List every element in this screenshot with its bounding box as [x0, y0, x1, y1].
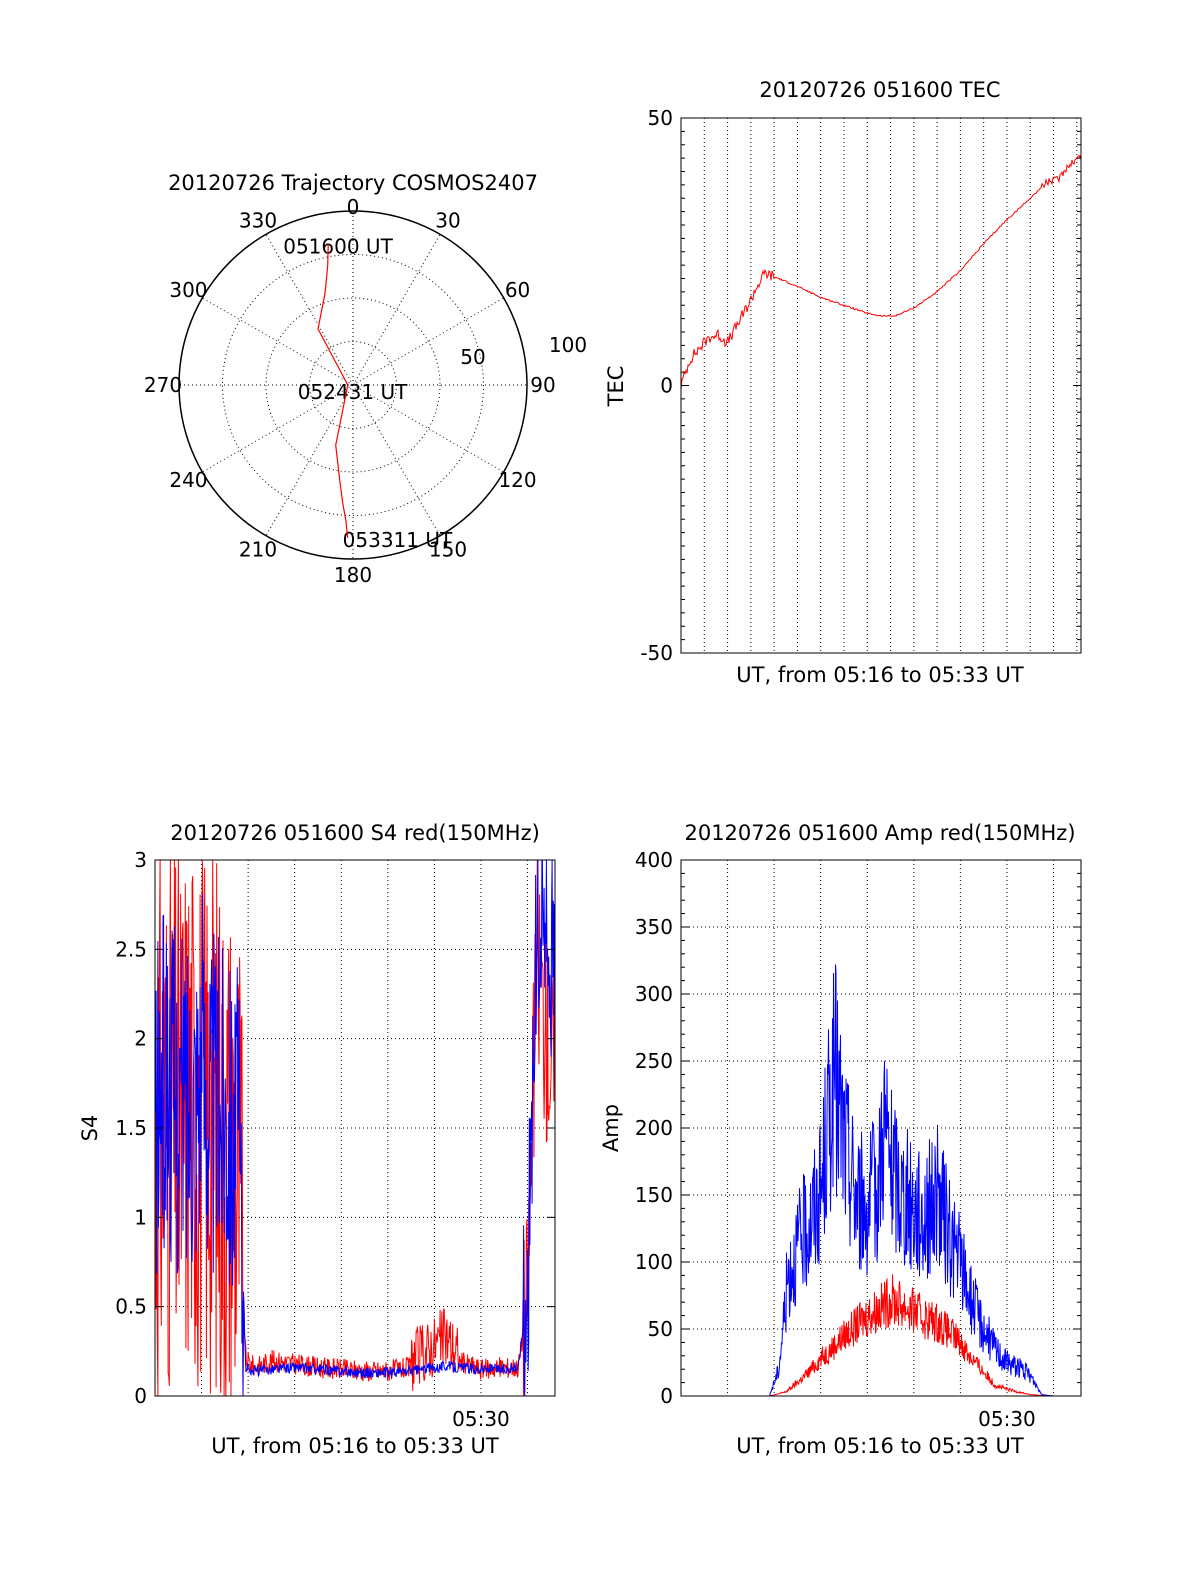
polar-time-annotation: 053311 UT [343, 528, 453, 552]
s4-ticks: 0 0.5 1 1.5 2 2.5 3 05:30 [115, 848, 555, 1431]
polar-angle-label: 240 [169, 468, 207, 492]
tec-ylabel: TEC [604, 366, 628, 408]
polar-time-annotation: 051600 UT [283, 234, 393, 258]
polar-angle-label: 0 [347, 195, 360, 219]
y-tick-label: 0 [660, 1384, 673, 1408]
y-tick-label: 400 [635, 848, 673, 872]
s4-title: 20120726 051600 S4 red(150MHz) [170, 821, 540, 845]
s4-grid [155, 860, 555, 1396]
polar-angle-label: 300 [169, 278, 207, 302]
tec-panel: 20120726 051600 TEC 50 0 -50 TEC UT, from … [604, 78, 1082, 687]
amp-xlabel: UT, from 05:16 to 05:33 UT [736, 1434, 1024, 1458]
polar-angle-label: 150 [429, 538, 467, 562]
polar-spoke-300 [202, 297, 354, 386]
y-tick-label: 150 [635, 1183, 673, 1207]
y-tick-label: 250 [635, 1049, 673, 1073]
series-line-red [681, 1274, 1081, 1397]
x-tick-label: 05:30 [452, 1407, 510, 1431]
s4-series [154, 859, 556, 1397]
y-tick-label: 2 [134, 1027, 147, 1051]
polar-angle-label: 210 [239, 538, 277, 562]
y-tick-label: 50 [648, 1317, 673, 1341]
polar-angle-label: 60 [505, 278, 530, 302]
y-tick-label: -50 [640, 641, 673, 665]
y-tick-label: 0 [134, 1384, 147, 1408]
y-tick-label: 350 [635, 915, 673, 939]
polar-labels: 0 30 60 90 120 150 180 210 240 270 300 330 50 100 0516… [144, 195, 587, 587]
s4-ylabel: S4 [78, 1115, 102, 1142]
polar-outer-circle [178, 210, 528, 560]
polar-spoke-240 [202, 384, 354, 473]
polar-time-annotation: 052431 UT [298, 380, 408, 404]
polar-series [317, 244, 349, 539]
polar-ring-2 [222, 254, 484, 516]
y-tick-label: 200 [635, 1116, 673, 1140]
polar-spoke-210 [265, 384, 354, 536]
series-line-blue [681, 964, 1081, 1397]
polar-angle-label: 30 [435, 208, 460, 232]
y-tick-label: 0 [660, 374, 673, 398]
polar-angle-label: 120 [498, 468, 536, 492]
polar-spoke-30 [352, 234, 441, 386]
polar-trajectory-line [317, 244, 349, 539]
tec-frame [680, 117, 1082, 654]
y-tick-label: 1.5 [115, 1116, 147, 1140]
series-line-blue [154, 859, 556, 1397]
amp-panel: 20120726 051600 Amp red(150MHz) 0 50 100 15… [599, 821, 1082, 1458]
y-tick-label: 3 [134, 848, 147, 872]
tec-ticks: 50 0 -50 [640, 106, 1081, 665]
s4-panel: 20120726 051600 S4 red(150MHz) 0 0.5 1 1.5 2… [78, 821, 556, 1458]
y-tick-label: 0.5 [115, 1295, 147, 1319]
polar-spoke-150 [352, 384, 441, 536]
polar-ring-1 [265, 297, 441, 473]
polar-radius-label: 50 [460, 345, 485, 369]
polar-trajectory-panel: 20120726 Trajectory COSMOS2407 0 30 60 90 12… [144, 171, 587, 587]
y-tick-label: 100 [635, 1250, 673, 1274]
x-tick-label: 05:30 [978, 1407, 1036, 1431]
polar-radius-label: 100 [549, 333, 587, 357]
amp-title: 20120726 051600 Amp red(150MHz) [684, 821, 1075, 845]
polar-angle-label: 90 [530, 373, 555, 397]
y-tick-label: 300 [635, 982, 673, 1006]
y-tick-label: 1 [134, 1205, 147, 1229]
polar-grid [178, 210, 528, 560]
s4-xlabel: UT, from 05:16 to 05:33 UT [211, 1434, 499, 1458]
y-tick-label: 2.5 [115, 937, 147, 961]
polar-spoke-330 [265, 234, 354, 386]
amp-ylabel: Amp [599, 1104, 623, 1152]
tec-series [680, 154, 1082, 390]
tec-grid [703, 118, 1078, 653]
y-tick-label: 50 [648, 106, 673, 130]
polar-ring-0 [309, 341, 397, 429]
polar-spoke-60 [352, 297, 504, 386]
tec-title: 20120726 051600 TEC [759, 78, 1000, 102]
polar-angle-label: 330 [239, 208, 277, 232]
polar-angle-label: 180 [334, 563, 372, 587]
amp-ticks: 0 50 100 150 200 250 300 350 400 05:30 [635, 848, 1081, 1431]
amp-series [681, 964, 1081, 1397]
polar-angle-label: 270 [144, 373, 182, 397]
polar-title: 20120726 Trajectory COSMOS2407 [168, 171, 538, 195]
tec-xlabel: UT, from 05:16 to 05:33 UT [736, 663, 1024, 687]
polar-spoke-120 [352, 384, 504, 473]
series-line-red [680, 154, 1082, 390]
